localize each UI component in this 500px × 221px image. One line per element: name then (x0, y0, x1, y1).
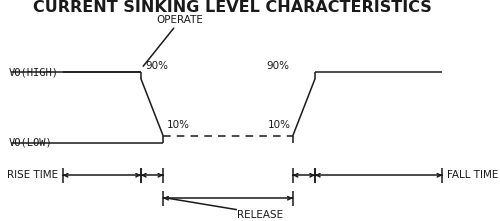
Text: CURRENT SINKING LEVEL CHARACTERISTICS: CURRENT SINKING LEVEL CHARACTERISTICS (33, 0, 432, 15)
Text: RELEASE: RELEASE (237, 210, 283, 220)
Text: VO(LOW): VO(LOW) (9, 138, 53, 148)
Text: RISE TIME: RISE TIME (7, 170, 59, 180)
Text: VO(HIGH): VO(HIGH) (9, 67, 59, 77)
Text: 10%: 10% (268, 120, 290, 130)
Text: 10%: 10% (167, 120, 190, 130)
Text: 90%: 90% (146, 61, 169, 71)
Text: OPERATE: OPERATE (143, 15, 204, 66)
Text: FALL TIME: FALL TIME (447, 170, 498, 180)
Text: 90%: 90% (266, 61, 289, 71)
